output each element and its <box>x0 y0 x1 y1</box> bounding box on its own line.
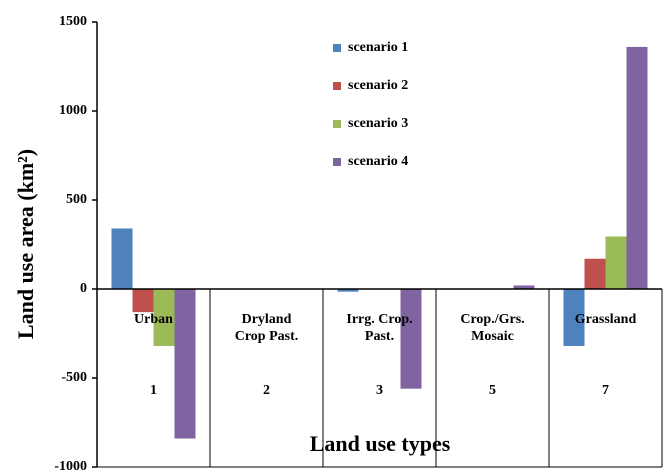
y-tick-label: 1500 <box>59 14 87 29</box>
x-tick-label: Irrg. Crop. <box>346 312 412 327</box>
legend-label: scenario 4 <box>348 154 408 169</box>
x-tick-label: Crop./Grs. <box>460 312 524 327</box>
x-tick-label: Past. <box>365 329 394 344</box>
x-axis-label: Land use types <box>310 431 451 456</box>
x-tick-label: Grassland <box>575 312 637 327</box>
y-tick-label: -1000 <box>54 459 87 471</box>
category-code: 7 <box>602 383 609 398</box>
category-code: 2 <box>263 383 270 398</box>
legend-swatch <box>333 158 341 166</box>
y-tick-label: 0 <box>80 281 87 296</box>
bar <box>605 236 627 289</box>
bar <box>337 289 359 292</box>
legend-swatch <box>333 82 341 90</box>
bar <box>513 285 535 289</box>
x-tick-label: Dryland <box>242 312 292 327</box>
bar <box>153 289 175 346</box>
x-tick-label: Crop Past. <box>235 329 299 344</box>
bar <box>132 289 154 313</box>
legend-label: scenario 2 <box>348 78 408 93</box>
y-axis-label: Land use area (km²) <box>13 149 38 339</box>
bar <box>174 289 196 439</box>
y-tick-label: 1000 <box>59 103 87 118</box>
x-tick-label: Mosaic <box>471 329 514 344</box>
category-code: 5 <box>489 383 496 398</box>
bar <box>111 228 133 289</box>
bar <box>584 258 606 289</box>
y-tick-label: 500 <box>66 192 87 207</box>
bar <box>400 289 422 389</box>
legend-label: scenario 1 <box>348 40 408 55</box>
legend-label: scenario 3 <box>348 116 408 131</box>
category-code: 3 <box>376 383 383 398</box>
category-code: 1 <box>150 383 157 398</box>
x-tick-label: Urban <box>134 312 173 327</box>
legend-swatch <box>333 120 341 128</box>
y-tick-label: -500 <box>61 370 87 385</box>
bar <box>626 46 648 289</box>
legend-swatch <box>333 44 341 52</box>
bar <box>563 289 585 346</box>
